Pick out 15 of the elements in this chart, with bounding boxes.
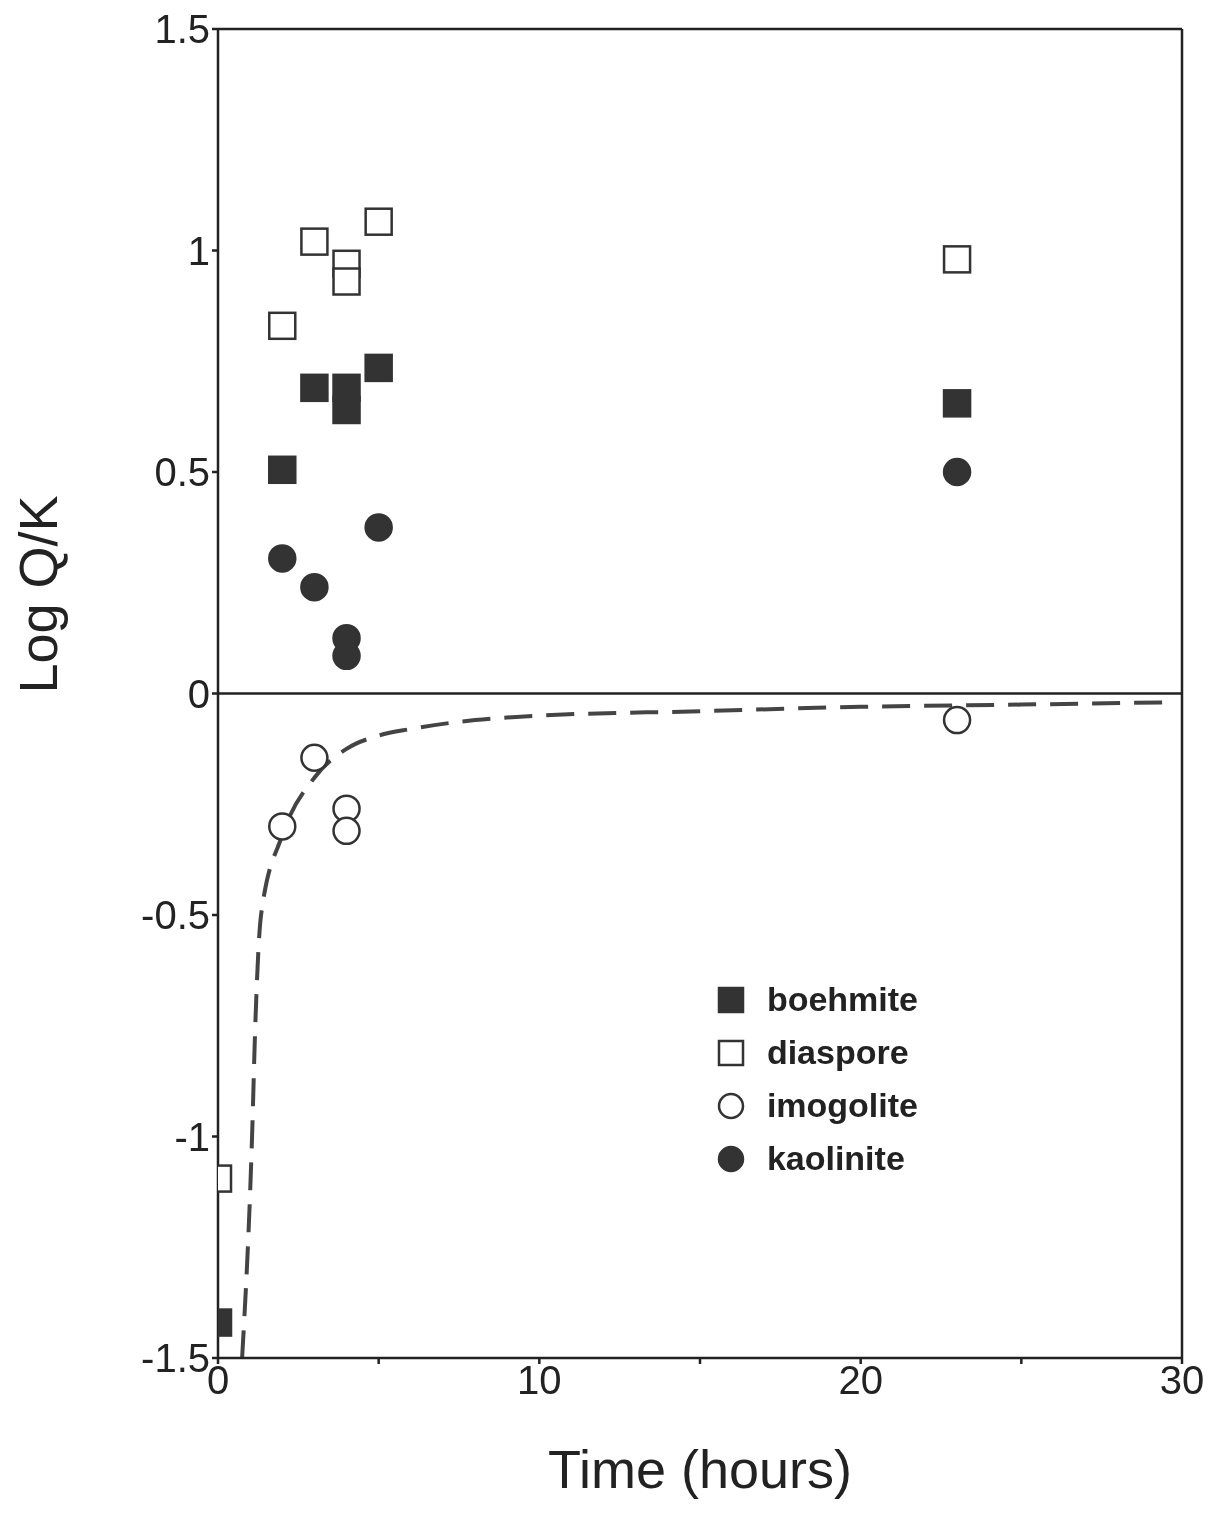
legend-label: imogolite bbox=[766, 1085, 918, 1126]
y-tick-label: -0.5 bbox=[141, 893, 210, 938]
x-tick-label: 10 bbox=[517, 1358, 562, 1403]
legend-label: kaolinite bbox=[766, 1138, 905, 1179]
x-axis-title: Time (hours) bbox=[547, 1439, 853, 1499]
legend-label: boehmite bbox=[766, 979, 918, 1020]
x-tick-label: 30 bbox=[1159, 1358, 1205, 1403]
y-tick-label: 1.5 bbox=[154, 7, 210, 52]
y-tick-label: 0 bbox=[187, 671, 210, 716]
y-tick-label: 0.5 bbox=[154, 450, 210, 495]
legend-label: diaspore bbox=[766, 1032, 909, 1073]
y-tick-label: 1 bbox=[187, 228, 210, 273]
x-tick-label: 20 bbox=[838, 1358, 883, 1403]
y-tick-label: -1 bbox=[174, 1114, 210, 1159]
y-axis-title: Log Q/K bbox=[8, 495, 69, 694]
